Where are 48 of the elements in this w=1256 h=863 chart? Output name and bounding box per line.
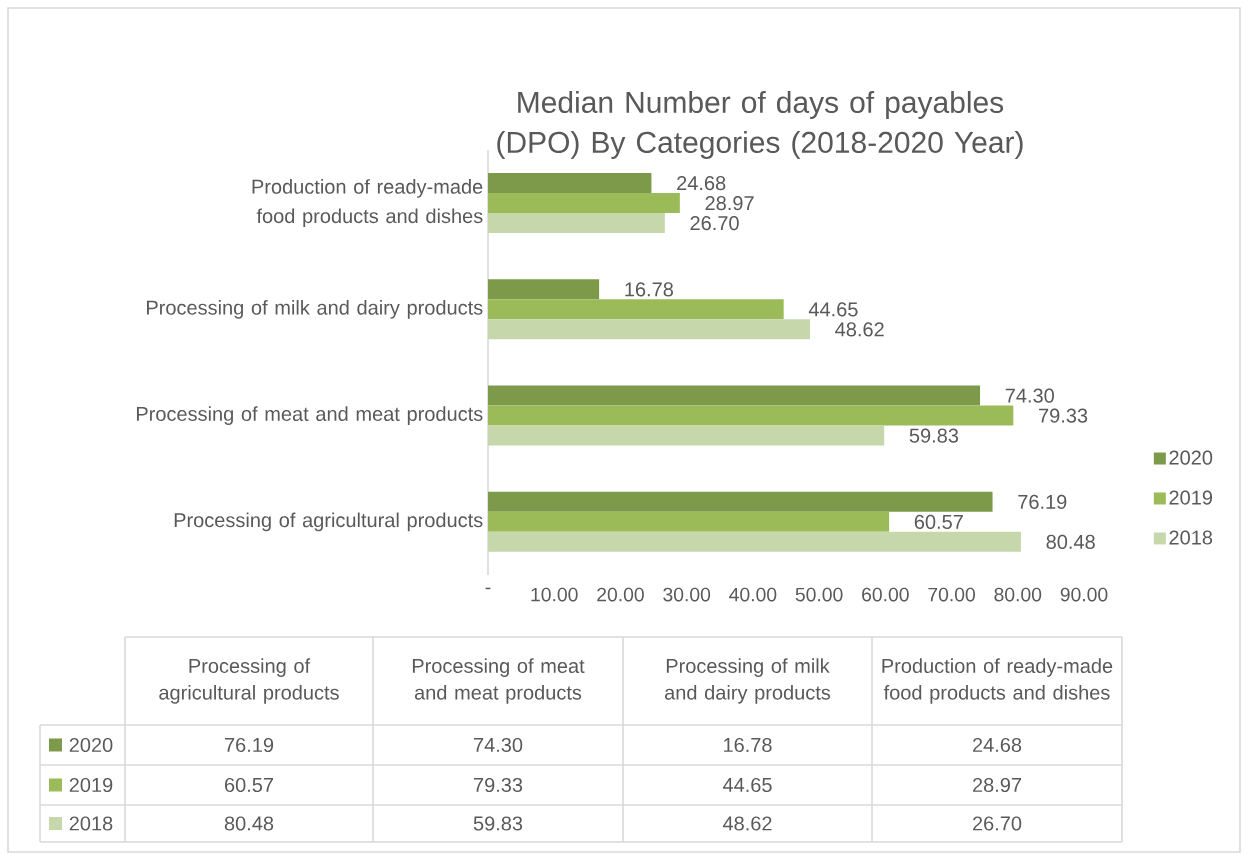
text: 24.68 bbox=[972, 737, 1022, 753]
x-tick-label: 90.00 bbox=[1060, 587, 1108, 602]
text: 60.57 bbox=[225, 777, 274, 793]
x-tick-label: 40.00 bbox=[729, 587, 777, 602]
data-label: 16.78 bbox=[625, 282, 673, 297]
x-tick-label: - bbox=[485, 587, 491, 590]
x-tick-label: 60.00 bbox=[862, 587, 909, 602]
y-tick-label: Processing of milk and dairy products bbox=[147, 300, 483, 319]
legend-label: 2020 bbox=[1169, 450, 1213, 465]
data-label: 24.68 bbox=[677, 176, 726, 191]
legend-label: 2019 bbox=[1169, 490, 1213, 505]
x-tick-label: 70.00 bbox=[928, 587, 975, 602]
x-tick-label: 10.00 bbox=[531, 587, 578, 602]
text: 44.65 bbox=[722, 777, 772, 793]
text: 2019 bbox=[69, 777, 113, 793]
text: 76.19 bbox=[225, 737, 274, 753]
y-tick-label: Processing of meat and meat products bbox=[136, 406, 483, 425]
data-label: 79.33 bbox=[1039, 408, 1088, 423]
text: 59.83 bbox=[473, 816, 523, 831]
chart-title: Median Number of days of payables (DPO) By Categories (2018-2020 Year) bbox=[497, 90, 1023, 159]
data-label: 60.57 bbox=[914, 514, 963, 529]
text: 26.70 bbox=[972, 816, 1022, 831]
legend-label: 2018 bbox=[1169, 530, 1213, 545]
data-label: 48.62 bbox=[835, 322, 884, 337]
text: 28.97 bbox=[972, 777, 1022, 793]
text: 80.48 bbox=[224, 816, 274, 831]
data-label: 80.48 bbox=[1046, 534, 1095, 549]
data-label: 28.97 bbox=[705, 196, 754, 211]
text: 16.78 bbox=[724, 737, 772, 753]
text: 2020 bbox=[69, 737, 113, 753]
text: 74.30 bbox=[474, 737, 523, 753]
category-label: Processing of meat and meat products bbox=[412, 658, 585, 704]
y-tick-label: Production of ready-made food products and dishes bbox=[252, 179, 483, 228]
category-label: Production of ready-made food products and dishes bbox=[882, 658, 1113, 704]
data-label: 44.65 bbox=[808, 302, 858, 317]
x-tick-label: 20.00 bbox=[597, 587, 644, 602]
y-tick-label: Processing of agricultural products bbox=[174, 512, 483, 532]
category-label: Processing of milk and dairy products bbox=[664, 658, 831, 704]
x-tick-label: 80.00 bbox=[994, 587, 1042, 602]
text: 79.33 bbox=[474, 777, 523, 793]
data-label: 26.70 bbox=[690, 216, 739, 231]
data-label: 74.30 bbox=[1005, 388, 1054, 403]
x-tick-label: 50.00 bbox=[795, 587, 843, 602]
text: 48.62 bbox=[722, 816, 772, 831]
x-tick-label: 30.00 bbox=[663, 587, 711, 602]
data-label: 76.19 bbox=[1018, 494, 1067, 509]
text: 2018 bbox=[69, 816, 113, 831]
data-label: 59.83 bbox=[909, 428, 959, 443]
